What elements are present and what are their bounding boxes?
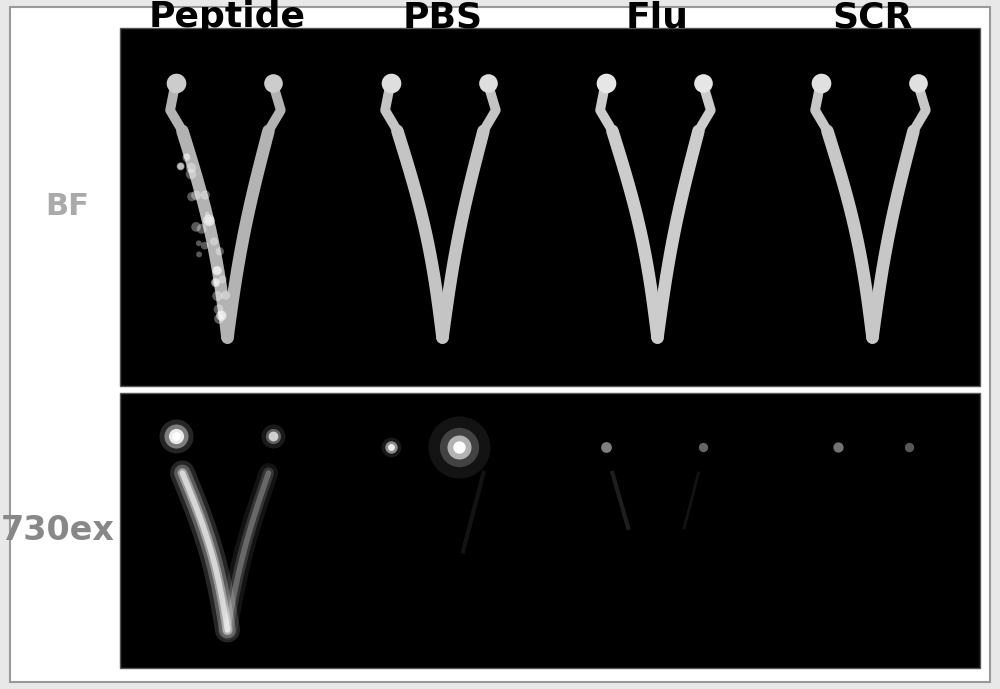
Point [183,162,199,173]
Point [194,223,210,234]
Point [265,431,281,442]
Point [813,77,829,88]
Text: PBS: PBS [402,0,483,34]
Point [265,77,281,88]
Point [201,215,217,226]
Point [215,274,231,285]
Point [451,441,467,452]
Point [480,77,496,88]
Point [910,77,926,88]
Point [383,441,399,452]
Point [218,290,234,301]
Point [598,77,614,88]
Point [208,277,224,288]
Point [201,215,217,226]
Point [383,441,399,452]
Point [209,291,225,302]
Point [451,441,467,452]
Point [188,221,204,232]
Point [168,431,184,442]
Text: SCR: SCR [832,0,913,34]
Point [178,152,194,163]
Point [206,236,222,247]
Text: BF: BF [45,192,89,221]
Bar [120,393,980,668]
Point [208,277,224,288]
Point [265,431,281,442]
Point [695,441,711,452]
Point [598,441,614,452]
Point [830,441,846,452]
Point [168,431,184,442]
Point [197,240,213,251]
Point [199,209,215,220]
Point [212,246,228,257]
Point [211,304,227,315]
Point [183,169,199,180]
Point [173,161,189,172]
Point [179,151,195,162]
Point [191,249,207,260]
Point [451,441,467,452]
Point [184,191,200,202]
Point [451,441,467,452]
Point [168,431,184,442]
Bar [120,28,980,386]
Point [901,441,917,452]
Point [191,238,207,249]
Point [168,77,184,88]
Point [211,313,227,325]
Point [197,189,213,200]
Text: 730ex: 730ex [1,514,115,547]
Point [695,77,711,88]
Point [213,310,229,321]
Text: Peptide: Peptide [149,0,306,34]
Point [209,265,225,276]
Point [213,310,229,321]
Text: Flu: Flu [626,0,689,34]
Point [383,441,399,452]
Point [209,265,225,276]
Point [383,77,399,88]
Point [188,189,204,200]
Point [168,431,184,442]
Point [173,161,189,172]
Point [265,431,281,442]
